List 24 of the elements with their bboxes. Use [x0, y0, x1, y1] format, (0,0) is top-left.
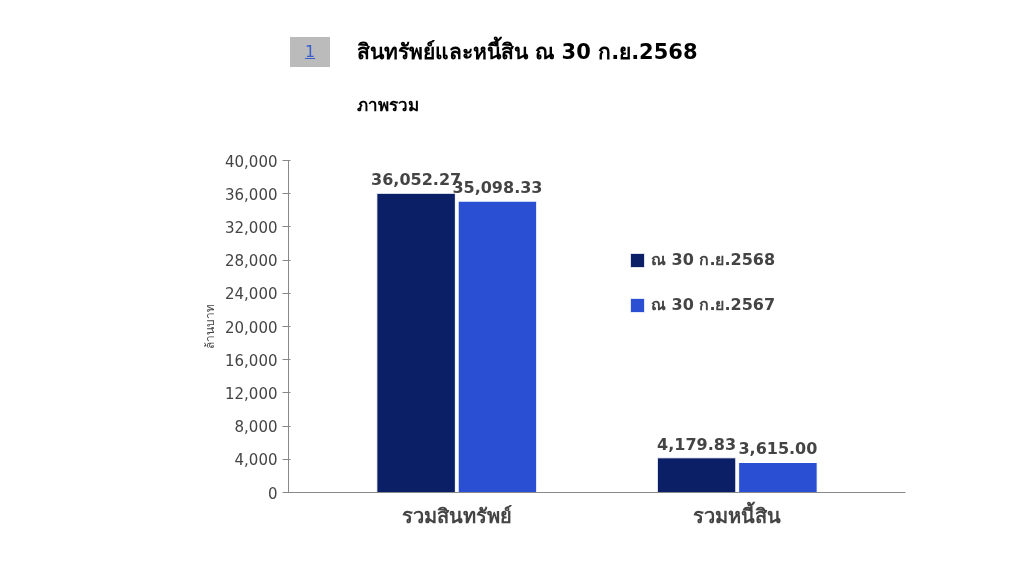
y-tick-label: 0	[267, 484, 278, 503]
y-tick-label: 16,000	[225, 351, 278, 370]
y-tick-label: 24,000	[225, 285, 278, 304]
y-tick-label: 20,000	[225, 318, 278, 337]
y-tick-label: 32,000	[225, 218, 278, 237]
y-tick-label: 12,000	[225, 384, 278, 403]
data-label: 4,179.83	[657, 434, 737, 454]
y-tick-label: 28,000	[225, 252, 278, 271]
y-tick-label: 4,000	[234, 451, 278, 470]
data-label: 3,615.00	[738, 439, 818, 459]
x-tick-label: รวมสินทรัพย์	[401, 503, 512, 528]
bar	[738, 462, 818, 493]
chart-title: สินทรัพย์และหนี้สิน ณ 30 ก.ย.2568	[357, 37, 698, 66]
y-tick-label: 40,000	[225, 152, 278, 171]
y-tick-label: 36,000	[225, 185, 278, 204]
bar	[457, 200, 538, 493]
legend-label: ณ 30 ก.ย.2568	[651, 249, 776, 271]
y-axis-title: ล้านบาท	[203, 304, 218, 349]
bar	[656, 457, 737, 493]
chart-subtitle: ภาพรวม	[357, 94, 419, 117]
text: 1	[290, 37, 330, 67]
y-tick-label: 8,000	[234, 418, 278, 437]
legend-label: ณ 30 ก.ย.2567	[651, 294, 776, 316]
x-tick-label: รวมหนี้สิน	[693, 500, 782, 528]
